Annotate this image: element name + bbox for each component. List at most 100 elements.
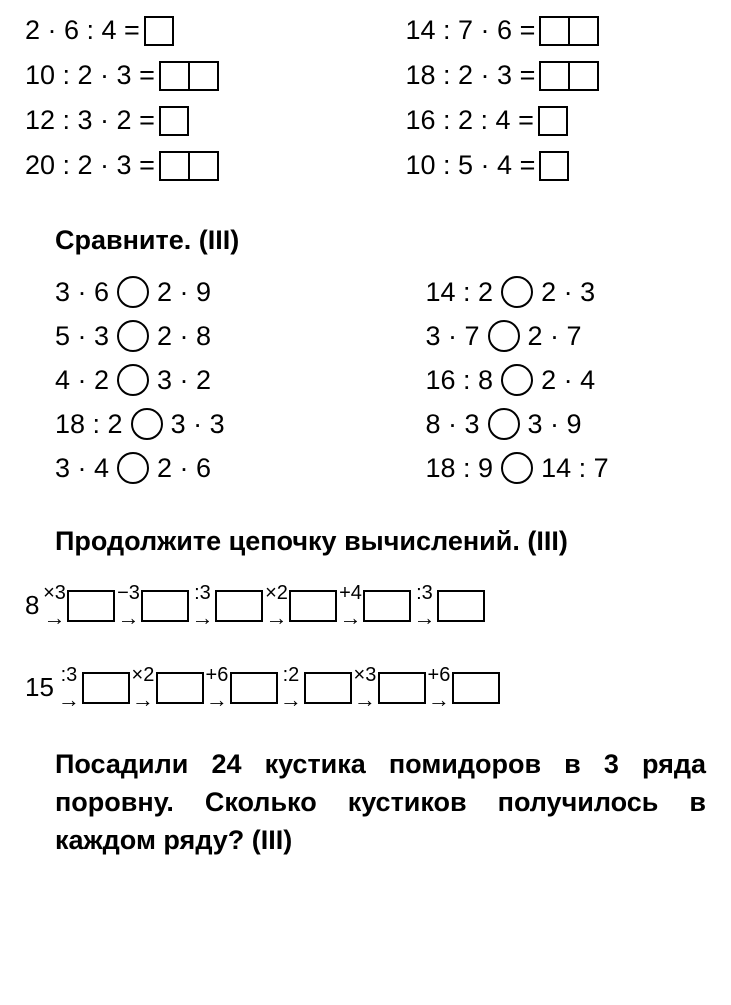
equation-row: 20 : 2 · 3 = xyxy=(25,150,326,181)
chain-step: ×2 → xyxy=(130,664,156,711)
answer-box[interactable] xyxy=(539,151,569,181)
chain-answer-box[interactable] xyxy=(156,672,204,704)
compare-row: 18 : 2 3 · 3 xyxy=(55,408,336,440)
compare-right-expr: 2 · 6 xyxy=(157,453,211,484)
arrow-icon: → xyxy=(413,607,435,629)
answer-box-double[interactable] xyxy=(159,151,219,181)
compare-circle[interactable] xyxy=(117,452,149,484)
compare-section: 3 · 6 2 · 9 5 · 3 2 · 8 4 · 2 3 · 2 18 :… xyxy=(55,276,706,496)
equation-expression: 12 : 3 · 2 = xyxy=(25,105,155,136)
compare-row: 14 : 2 2 · 3 xyxy=(426,276,707,308)
chain-operation: ×3 xyxy=(354,664,377,687)
compare-circle[interactable] xyxy=(131,408,163,440)
chain-answer-box[interactable] xyxy=(82,672,130,704)
arrow-icon: → xyxy=(117,607,139,629)
compare-circle[interactable] xyxy=(488,408,520,440)
arrow-icon: → xyxy=(58,689,80,711)
compare-circle[interactable] xyxy=(501,276,533,308)
equation-expression: 16 : 2 : 4 = xyxy=(406,105,534,136)
compare-right-expr: 2 · 3 xyxy=(541,277,595,308)
arrow-icon: → xyxy=(43,607,65,629)
chain-operation: +4 xyxy=(339,582,362,605)
equation-expression: 14 : 7 · 6 = xyxy=(406,15,536,46)
chain-answer-box[interactable] xyxy=(67,590,115,622)
equation-row: 14 : 7 · 6 = xyxy=(406,15,707,46)
compare-left-expr: 8 · 3 xyxy=(426,409,480,440)
answer-box[interactable] xyxy=(144,16,174,46)
answer-box[interactable] xyxy=(159,106,189,136)
equation-row: 10 : 5 · 4 = xyxy=(406,150,707,181)
chain-answer-box[interactable] xyxy=(378,672,426,704)
compare-left-expr: 14 : 2 xyxy=(426,277,494,308)
compare-left-expr: 18 : 2 xyxy=(55,409,123,440)
arrow-icon: → xyxy=(265,607,287,629)
chain-step: +6 → xyxy=(204,664,230,711)
answer-box-double[interactable] xyxy=(159,61,219,91)
chain-step: ×2 → xyxy=(263,582,289,629)
chain-operation: :3 xyxy=(61,664,78,687)
answer-box-double[interactable] xyxy=(539,16,599,46)
chain-answer-box[interactable] xyxy=(363,590,411,622)
compare-left-expr: 4 · 2 xyxy=(55,365,109,396)
compare-row: 3 · 6 2 · 9 xyxy=(55,276,336,308)
arrow-icon: → xyxy=(206,689,228,711)
chain-operation: ×2 xyxy=(132,664,155,687)
equation-row: 10 : 2 · 3 = xyxy=(25,60,326,91)
equation-row: 16 : 2 : 4 = xyxy=(406,105,707,136)
compare-right-expr: 3 · 9 xyxy=(528,409,582,440)
compare-right-column: 14 : 2 2 · 3 3 · 7 2 · 7 16 : 8 2 · 4 8 … xyxy=(426,276,707,496)
equations-left-column: 2 · 6 : 4 = 10 : 2 · 3 = 12 : 3 · 2 = 20… xyxy=(25,15,326,195)
chain-step: :3 → xyxy=(56,664,82,711)
chain-operation: −3 xyxy=(117,582,140,605)
compare-left-expr: 18 : 9 xyxy=(426,453,494,484)
equation-expression: 18 : 2 · 3 = xyxy=(406,60,536,91)
chain-operation: +6 xyxy=(206,664,229,687)
compare-left-expr: 3 · 6 xyxy=(55,277,109,308)
chain-operation: :3 xyxy=(416,582,433,605)
answer-box-double[interactable] xyxy=(539,61,599,91)
chain-row: 15 :3 → ×2 → +6 → :2 → ×3 → +6 → xyxy=(25,664,706,711)
compare-right-expr: 2 · 4 xyxy=(541,365,595,396)
equation-row: 18 : 2 · 3 = xyxy=(406,60,707,91)
chain-step: ×3 → xyxy=(41,582,67,629)
chain-operation: :2 xyxy=(283,664,300,687)
equation-expression: 2 · 6 : 4 = xyxy=(25,15,140,46)
chain-step: :3 → xyxy=(411,582,437,629)
answer-box[interactable] xyxy=(538,106,568,136)
arrow-icon: → xyxy=(280,689,302,711)
compare-circle[interactable] xyxy=(488,320,520,352)
equation-expression: 10 : 2 · 3 = xyxy=(25,60,155,91)
compare-row: 8 · 3 3 · 9 xyxy=(426,408,707,440)
chain-operation: +6 xyxy=(428,664,451,687)
chain-answer-box[interactable] xyxy=(230,672,278,704)
chain-answer-box[interactable] xyxy=(141,590,189,622)
compare-row: 16 : 8 2 · 4 xyxy=(426,364,707,396)
compare-circle[interactable] xyxy=(501,452,533,484)
arrow-icon: → xyxy=(354,689,376,711)
equation-row: 2 · 6 : 4 = xyxy=(25,15,326,46)
equations-section: 2 · 6 : 4 = 10 : 2 · 3 = 12 : 3 · 2 = 20… xyxy=(25,15,706,195)
compare-row: 5 · 3 2 · 8 xyxy=(55,320,336,352)
chain-operation: :3 xyxy=(194,582,211,605)
chain-step: +4 → xyxy=(337,582,363,629)
chain-row: 8 ×3 → −3 → :3 → ×2 → +4 → :3 → xyxy=(25,582,706,629)
compare-circle[interactable] xyxy=(501,364,533,396)
arrow-icon: → xyxy=(132,689,154,711)
compare-row: 3 · 4 2 · 6 xyxy=(55,452,336,484)
compare-circle[interactable] xyxy=(117,276,149,308)
chain-step: :3 → xyxy=(189,582,215,629)
word-problem: Посадили 24 кустика помидоров в 3 ряда п… xyxy=(55,746,706,859)
chain-step: +6 → xyxy=(426,664,452,711)
chain-answer-box[interactable] xyxy=(304,672,352,704)
compare-circle[interactable] xyxy=(117,364,149,396)
compare-left-column: 3 · 6 2 · 9 5 · 3 2 · 8 4 · 2 3 · 2 18 :… xyxy=(55,276,336,496)
chain-answer-box[interactable] xyxy=(452,672,500,704)
chain-answer-box[interactable] xyxy=(289,590,337,622)
chain-answer-box[interactable] xyxy=(437,590,485,622)
arrow-icon: → xyxy=(428,689,450,711)
chain-answer-box[interactable] xyxy=(215,590,263,622)
chain-operation: ×2 xyxy=(265,582,288,605)
compare-right-expr: 3 · 3 xyxy=(171,409,225,440)
compare-circle[interactable] xyxy=(117,320,149,352)
arrow-icon: → xyxy=(339,607,361,629)
